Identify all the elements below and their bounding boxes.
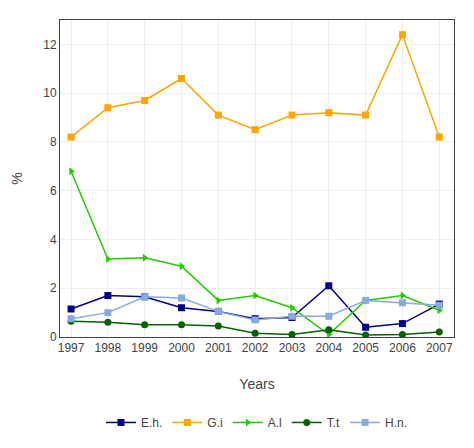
- svg-text:%: %: [9, 172, 25, 184]
- svg-text:2004: 2004: [315, 341, 342, 355]
- svg-text:G.i: G.i: [207, 416, 222, 430]
- svg-text:1998: 1998: [95, 341, 122, 355]
- svg-text:2003: 2003: [279, 341, 306, 355]
- svg-text:4: 4: [50, 233, 57, 247]
- svg-text:H.n.: H.n.: [385, 416, 407, 430]
- svg-text:0: 0: [50, 330, 57, 344]
- svg-text:E.h.: E.h.: [141, 416, 162, 430]
- svg-text:2001: 2001: [205, 341, 232, 355]
- svg-text:10: 10: [43, 86, 57, 100]
- svg-text:1999: 1999: [131, 341, 158, 355]
- svg-text:2005: 2005: [352, 341, 379, 355]
- svg-text:1997: 1997: [58, 341, 85, 355]
- svg-text:2000: 2000: [168, 341, 195, 355]
- svg-text:8: 8: [50, 135, 57, 149]
- svg-text:2002: 2002: [242, 341, 269, 355]
- svg-text:2: 2: [50, 281, 57, 295]
- svg-text:T.t: T.t: [327, 416, 340, 430]
- svg-text:Years: Years: [239, 376, 274, 392]
- svg-text:2007: 2007: [426, 341, 453, 355]
- svg-text:2006: 2006: [389, 341, 416, 355]
- svg-text:12: 12: [43, 38, 57, 52]
- svg-text:A.l: A.l: [268, 416, 282, 430]
- svg-text:6: 6: [50, 184, 57, 198]
